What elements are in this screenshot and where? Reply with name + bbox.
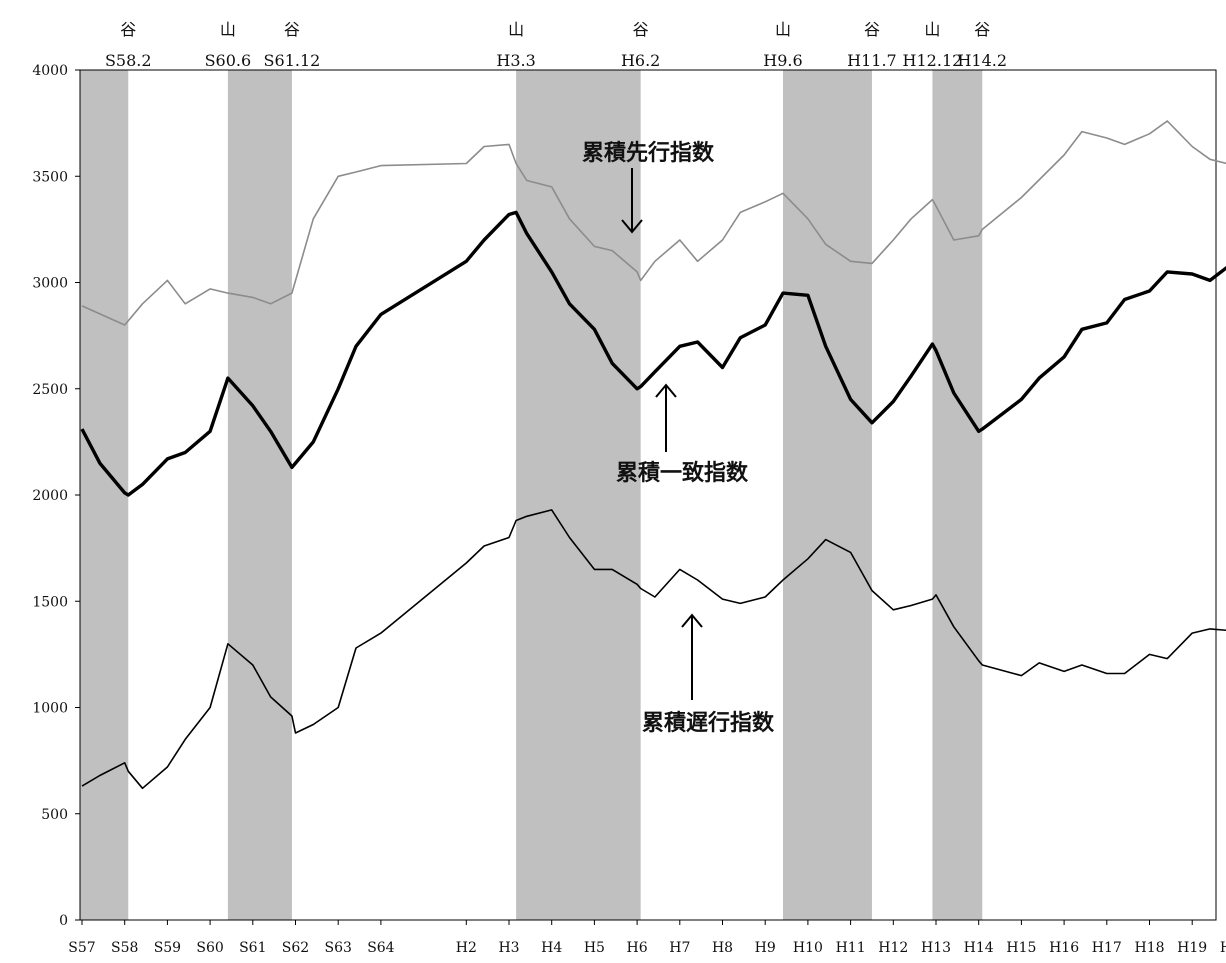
x-tick-label: H7 — [669, 940, 690, 956]
y-tick-label: 0 — [59, 913, 68, 929]
turning-point-date: H6.2 — [621, 51, 660, 70]
turning-point-type: 山 — [220, 20, 236, 39]
y-tick-label: 4000 — [32, 63, 68, 79]
series-lines — [80, 120, 1226, 790]
x-tick-label: S62 — [282, 940, 309, 956]
recession-shading — [80, 70, 983, 920]
x-tick-label: H8 — [712, 940, 733, 956]
turning-point-date: S61.12 — [264, 51, 321, 70]
annotation-arrow-head — [681, 613, 703, 628]
x-tick-label: S64 — [367, 940, 394, 956]
x-tick-label: H17 — [1092, 940, 1122, 956]
turning-point-type: 谷 — [120, 20, 136, 39]
y-tick-label: 2000 — [32, 488, 68, 504]
x-axis: S57 S58 S59 S60 S61 S62 S63 S64 H2 H3 H4 H5 H6 H7 H8 H9… — [68, 920, 1226, 956]
x-tick-label: H9 — [755, 940, 776, 956]
shaded-region — [227, 70, 292, 920]
y-tick-label: 1500 — [32, 594, 68, 610]
y-tick-label: 500 — [41, 807, 68, 823]
turning-point-date: H3.3 — [496, 51, 535, 70]
annotation-arrow-head — [621, 219, 643, 234]
series-annotation-label: 累積一致指数 — [616, 460, 749, 486]
series-annotation-label: 累積先行指数 — [582, 140, 715, 166]
y-tick-label: 2500 — [32, 382, 68, 398]
y-tick-label: 3000 — [32, 276, 68, 292]
series-line — [81, 120, 1226, 326]
turning-point-type: 谷 — [284, 20, 300, 39]
x-tick-label: H16 — [1049, 940, 1079, 956]
turning-point-date: H12.12 — [903, 51, 963, 70]
x-tick-label: H13 — [921, 940, 951, 956]
turning-point-type: 谷 — [633, 20, 649, 39]
x-tick-label: H20 — [1220, 940, 1226, 956]
turning-point-date: S58.2 — [105, 51, 152, 70]
x-tick-label: H3 — [498, 940, 519, 956]
y-tick-label: 3500 — [32, 169, 68, 185]
x-tick-label: S58 — [111, 940, 138, 956]
x-tick-label: H14 — [964, 940, 994, 956]
shaded-region — [516, 70, 641, 920]
turning-point-type: 山 — [508, 20, 524, 39]
x-tick-label: S63 — [324, 940, 351, 956]
turning-point-date: H11.7 — [847, 51, 897, 70]
turning-point-date: S60.6 — [205, 51, 252, 70]
turning-point-date: H9.6 — [763, 51, 802, 70]
shaded-region — [782, 70, 872, 920]
x-tick-label: H11 — [836, 940, 866, 956]
x-tick-label: H10 — [793, 940, 823, 956]
x-tick-label: H19 — [1177, 940, 1207, 956]
annotation-arrow-head — [655, 383, 677, 398]
x-tick-label: S59 — [154, 940, 181, 956]
turning-point-type: 山 — [924, 20, 940, 39]
shaded-region — [932, 70, 983, 920]
x-tick-label: S61 — [239, 940, 266, 956]
x-tick-label: S60 — [196, 940, 223, 956]
turning-point-type: 谷 — [974, 20, 990, 39]
turning-point-date: H14.2 — [957, 51, 1007, 70]
x-tick-label: S57 — [68, 940, 95, 956]
turning-point-type: 谷 — [864, 20, 880, 39]
x-tick-label: H5 — [584, 940, 605, 956]
x-tick-label: H6 — [627, 940, 648, 956]
shaded-region — [80, 70, 129, 920]
turning-point-type: 山 — [775, 20, 791, 39]
x-tick-label: H4 — [541, 940, 562, 956]
y-tick-label: 1000 — [32, 701, 68, 717]
series-line — [80, 210, 1226, 497]
series-annotation-label: 累積遅行指数 — [642, 710, 775, 736]
turning-point-header: 谷 S58.2 山 S60.6 谷 S61.12 山 H3.3 谷 H6.2 山 H9.6 谷 H11.7… — [105, 20, 1007, 70]
x-tick-label: H2 — [456, 940, 477, 956]
y-axis: 0 500 1000 1500 2000 2500 3000 3500 4000 — [32, 63, 80, 929]
x-tick-label: H18 — [1134, 940, 1164, 956]
series-line — [81, 509, 1226, 790]
x-tick-label: H15 — [1006, 940, 1036, 956]
x-tick-label: H12 — [878, 940, 908, 956]
